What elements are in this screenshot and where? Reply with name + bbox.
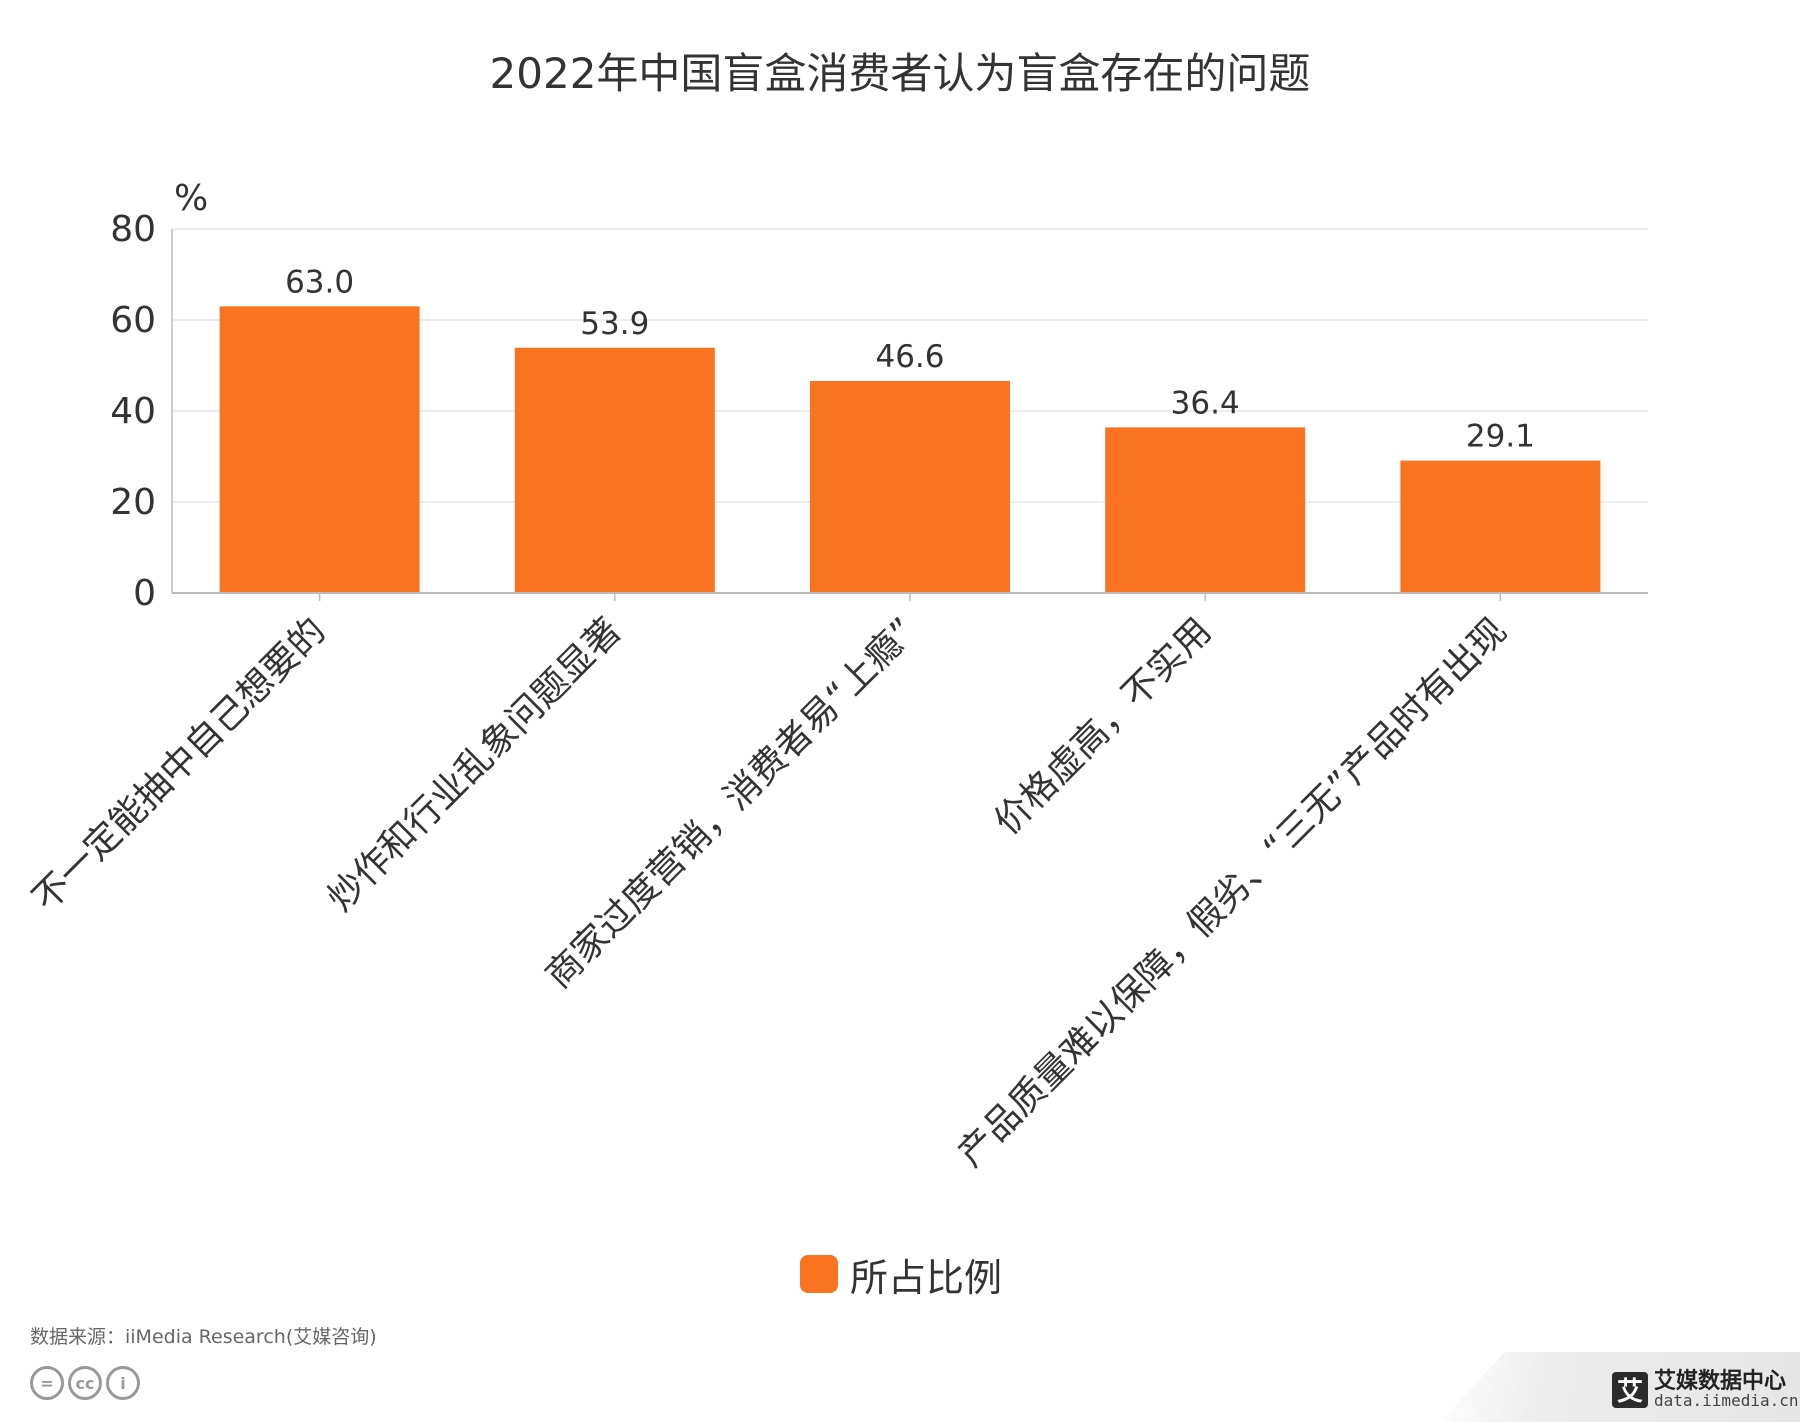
- legend: 所占比例: [800, 1252, 1002, 1300]
- bar: [1105, 427, 1306, 593]
- brand-logo-icon: 艾: [1612, 1371, 1648, 1408]
- data-label: 63.0: [285, 264, 354, 300]
- cc-nd-icon: =: [30, 1366, 64, 1400]
- x-category-label: 产品质量难以保障，假劣、“三无”产品时有出现: [950, 610, 1514, 1174]
- data-label: 29.1: [1466, 419, 1535, 455]
- chart-svg: 0 20 40 60 80% 63.0 不一定能抽中自己想要的 53.9 炒作和行业乱象问题显著…: [25, 178, 1648, 1175]
- data-label: 53.9: [580, 306, 649, 342]
- y-unit-label: %: [174, 178, 208, 219]
- license-icons: = cc i: [30, 1366, 140, 1400]
- y-tick-label: 20: [110, 482, 156, 523]
- y-tick-label: 0: [133, 573, 156, 614]
- data-label: 46.6: [875, 339, 944, 375]
- brand-watermark: 艾 艾媒数据中心 data.iimedia.cn: [1612, 1370, 1799, 1410]
- y-tick-label: 60: [110, 300, 156, 341]
- cc-icon: cc: [68, 1366, 102, 1400]
- legend-swatch: [800, 1255, 838, 1293]
- bar: [514, 347, 715, 593]
- bar: [219, 306, 420, 593]
- x-category-label: 不一定能抽中自己想要的: [25, 610, 334, 919]
- x-category-label: 炒作和行业乱象问题显著: [320, 610, 629, 919]
- y-tick-label: 40: [110, 391, 156, 432]
- bar: [810, 380, 1010, 593]
- y-tick-label: 80: [110, 209, 156, 250]
- brand-name: 艾媒数据中心: [1654, 1369, 1787, 1394]
- legend-label: 所占比例: [850, 1255, 1003, 1300]
- chart-title: 2022年中国盲盒消费者认为盲盒存在的问题: [489, 49, 1311, 98]
- cc-by-icon: i: [106, 1366, 140, 1400]
- source-note: 数据来源：iiMedia Research(艾媒咨询): [30, 1326, 377, 1348]
- brand-url: data.iimedia.cn: [1654, 1391, 1799, 1411]
- x-category-label: 价格虚高，不实用: [987, 610, 1220, 843]
- bar: [1400, 460, 1601, 593]
- data-label: 36.4: [1171, 385, 1240, 421]
